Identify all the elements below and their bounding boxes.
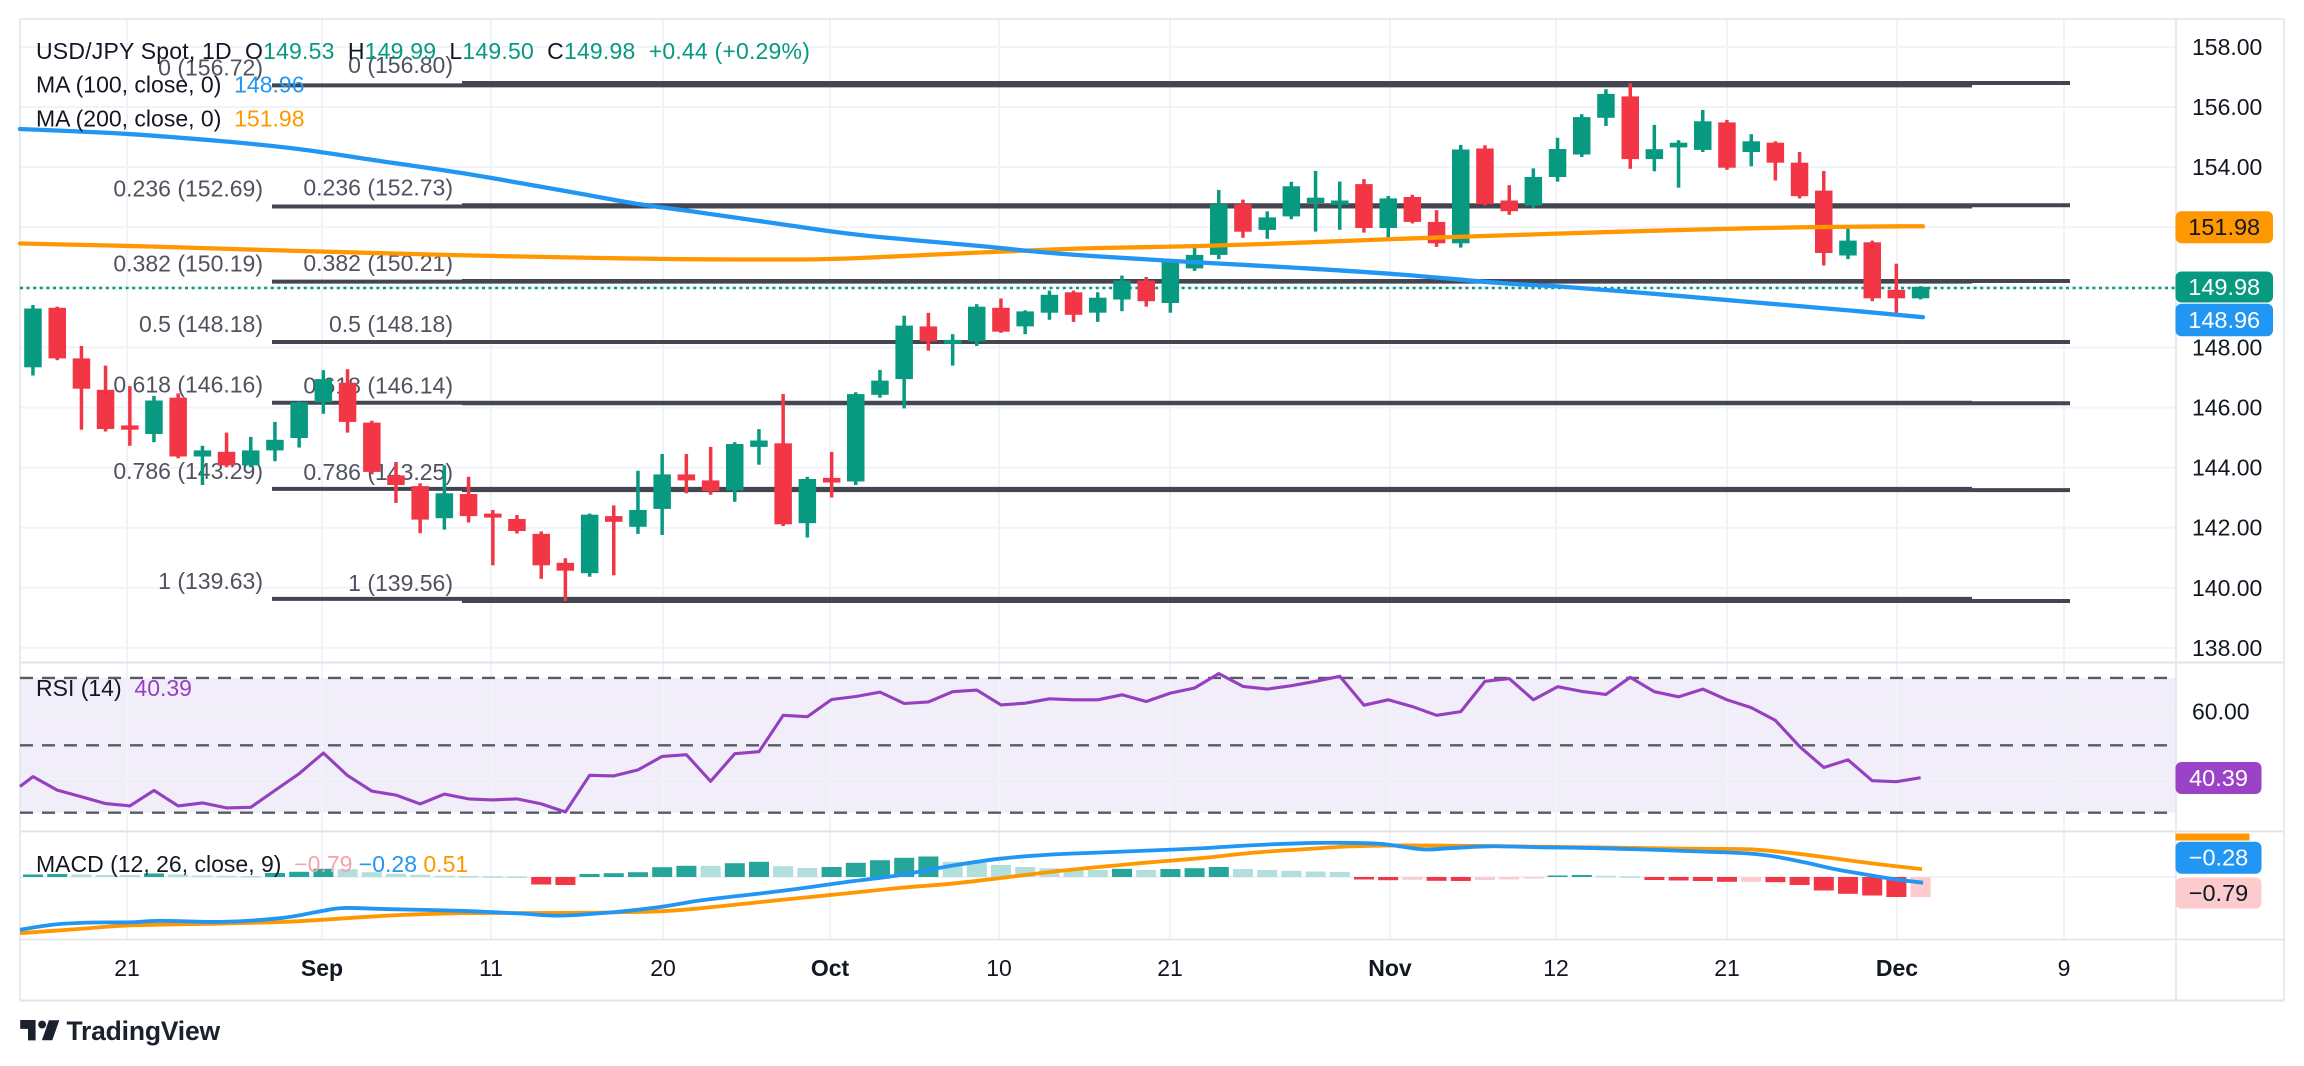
svg-text:Sep: Sep [301, 955, 343, 981]
svg-text:142.00: 142.00 [2192, 515, 2262, 541]
svg-text:0.618 (146.16): 0.618 (146.16) [113, 372, 263, 398]
svg-text:154.00: 154.00 [2192, 154, 2262, 180]
svg-text:1 (139.63): 1 (139.63) [158, 568, 263, 594]
svg-text:0.236 (152.69): 0.236 (152.69) [113, 176, 263, 202]
svg-text:−0.28: −0.28 [2189, 845, 2248, 871]
svg-text:21: 21 [1157, 955, 1183, 981]
svg-text:MA (200, close, 0) 151.98: MA (200, close, 0) 151.98 [36, 106, 305, 132]
svg-text:60.00: 60.00 [2192, 699, 2250, 725]
svg-text:USD/JPY Spot, 1D O149.53 H14: USD/JPY Spot, 1D O149.53 H149.99 L149.50… [36, 38, 810, 64]
svg-text:10: 10 [986, 955, 1012, 981]
svg-text:146.00: 146.00 [2192, 395, 2262, 421]
svg-text:Nov: Nov [1368, 955, 1412, 981]
svg-text:140.00: 140.00 [2192, 575, 2262, 601]
svg-text:RSI (14) 40.39: RSI (14) 40.39 [36, 675, 192, 701]
svg-text:148.96: 148.96 [2188, 307, 2260, 333]
svg-text:0.786 (143.29): 0.786 (143.29) [113, 458, 263, 484]
svg-text:1 (139.56): 1 (139.56) [348, 570, 453, 596]
svg-text:−0.79: −0.79 [2189, 880, 2248, 906]
svg-text:Dec: Dec [1876, 955, 1918, 981]
svg-text:Oct: Oct [811, 955, 850, 981]
svg-text:21: 21 [1714, 955, 1740, 981]
svg-text:138.00: 138.00 [2192, 635, 2262, 661]
svg-text:0.5 (148.18): 0.5 (148.18) [329, 311, 453, 337]
svg-text:TradingView: TradingView [67, 1016, 221, 1046]
svg-text:12: 12 [1543, 955, 1569, 981]
svg-text:0.236 (152.73): 0.236 (152.73) [303, 174, 453, 200]
svg-text:40.39: 40.39 [2189, 765, 2248, 791]
svg-text:0 (156.72): 0 (156.72) [158, 54, 263, 80]
svg-text:0.382 (150.19): 0.382 (150.19) [113, 251, 263, 277]
svg-text:156.00: 156.00 [2192, 94, 2262, 120]
svg-text:20: 20 [650, 955, 676, 981]
svg-text:21: 21 [114, 955, 140, 981]
svg-text:144.00: 144.00 [2192, 455, 2262, 481]
svg-text:9: 9 [2058, 955, 2071, 981]
svg-text:MACD (12, 26, close, 9) −0.79: MACD (12, 26, close, 9) −0.79 −0.28 0.51 [36, 851, 468, 877]
svg-text:148.00: 148.00 [2192, 334, 2262, 360]
svg-text:151.98: 151.98 [2188, 214, 2260, 240]
svg-text:MA (100, close, 0) 148.96: MA (100, close, 0) 148.96 [36, 72, 305, 98]
svg-text:0.5 (148.18): 0.5 (148.18) [139, 311, 263, 337]
svg-text:0 (156.80): 0 (156.80) [348, 52, 453, 78]
svg-text:158.00: 158.00 [2192, 34, 2262, 60]
svg-text:11: 11 [479, 955, 503, 981]
svg-text:149.98: 149.98 [2188, 274, 2260, 300]
